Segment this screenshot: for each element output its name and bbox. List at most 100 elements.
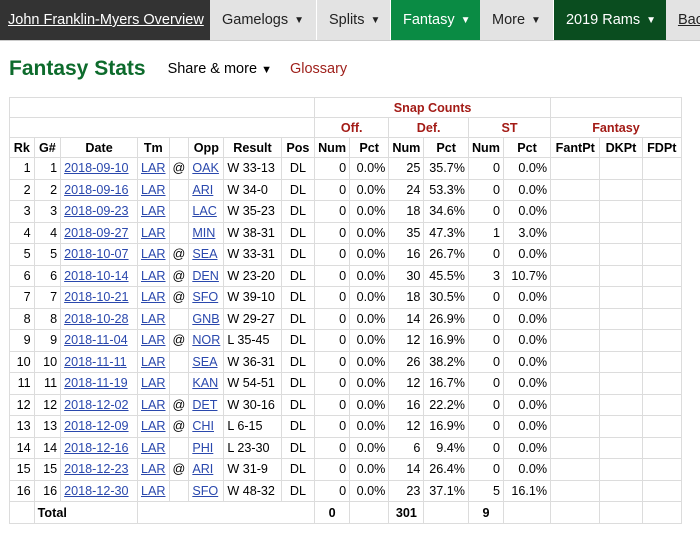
cell-date-link[interactable]: 2018-12-30 [64,483,129,498]
cell-at: @ [168,329,190,352]
table-row: 9 9 2018-11-04 LAR @ NOR L 35-45 DL 0 0.0% 12 16.9%… [9,329,683,352]
cell-st-num: 0 [467,200,504,223]
nav-more[interactable]: More ▼ [480,0,554,40]
cell-st-num: 0 [467,458,504,481]
cell-fdpt [641,157,683,180]
cell-team-link[interactable]: LAR [141,483,166,498]
nav-team[interactable]: 2019 Rams ▼ [553,0,666,40]
cell-date: 2018-09-27 [60,221,139,244]
cell-fantpt [550,264,601,287]
cell-date-link[interactable]: 2018-09-27 [64,225,129,240]
header-def-num[interactable]: Num [388,137,425,158]
cell-opp-link[interactable]: SEA [192,247,218,262]
header-off-num[interactable]: Num [314,137,351,158]
cell-date-link[interactable]: 2018-10-14 [64,268,129,283]
header-date[interactable]: Date [60,137,139,158]
cell-opp-link[interactable]: DEN [192,268,219,283]
header-pos[interactable]: Pos [280,137,316,158]
cell-st-num: 0 [467,415,504,438]
cell-team-link[interactable]: LAR [141,204,166,219]
nav-back[interactable]: Bac [665,0,700,40]
header-dkpt[interactable]: DKPt [599,137,643,158]
cell-st-num: 0 [467,372,504,395]
cell-opp-link[interactable]: KAN [192,376,219,391]
nav-player-overview[interactable]: John Franklin-Myers Overview [0,0,210,40]
header-off-pct[interactable]: Pct [349,137,390,158]
cell-team-link[interactable]: LAR [141,440,166,455]
cell-opp-link[interactable]: SEA [192,354,218,369]
cell-date-link[interactable]: 2018-12-23 [64,462,129,477]
cell-date-link[interactable]: 2018-12-02 [64,397,129,412]
cell-team-link[interactable]: LAR [141,161,166,176]
table-row: 14 14 2018-12-16 LAR PHI L 23-30 DL 0 0.0% 6 9.4% 0… [9,436,683,459]
cell-team-link[interactable]: LAR [141,397,166,412]
cell-team-link[interactable]: LAR [141,354,166,369]
header-st-num[interactable]: Num [467,137,504,158]
cell-date-link[interactable]: 2018-12-09 [64,419,129,434]
cell-opp-link[interactable]: CHI [192,419,215,434]
cell-team-link[interactable]: LAR [141,376,166,391]
nav-splits[interactable]: Splits ▼ [317,0,391,40]
cell-off-pct: 0.0% [349,286,390,309]
cell-date-link[interactable]: 2018-11-04 [64,333,128,348]
nav-fantasy[interactable]: Fantasy ▼ [391,0,480,40]
share-more-button[interactable]: Share & more ▼ [168,61,272,77]
cell-team: LAR [137,243,170,266]
cell-opp-link[interactable]: SFO [192,483,219,498]
cell-opp-link[interactable]: NOR [192,333,221,348]
cell-opp-link[interactable]: ARI [192,462,214,477]
header-fdpt[interactable]: FDPt [641,137,683,158]
cell-st-pct: 0.0% [502,436,552,459]
nav-gamelogs[interactable]: Gamelogs ▼ [210,0,317,40]
cell-opp-link[interactable]: DET [192,397,218,412]
cell-opp-link[interactable]: LAC [192,204,217,219]
cell-team-link[interactable]: LAR [141,290,166,305]
cell-team-link[interactable]: LAR [141,268,166,283]
cell-fantpt [550,200,601,223]
cell-off-pct: 0.0% [349,415,390,438]
header-st-pct[interactable]: Pct [502,137,552,158]
cell-date-link[interactable]: 2018-11-11 [64,354,127,369]
header-def-pct[interactable]: Pct [423,137,469,158]
cell-team: LAR [137,393,170,416]
cell-team-link[interactable]: LAR [141,419,166,434]
header-result[interactable]: Result [223,137,282,158]
cell-date-link[interactable]: 2018-09-23 [64,204,129,219]
cell-date-link[interactable]: 2018-12-16 [64,440,129,455]
cell-team-link[interactable]: LAR [141,311,166,326]
cell-def-num: 12 [388,372,425,395]
cell-date-link[interactable]: 2018-09-10 [64,161,129,176]
header-at[interactable] [168,137,190,158]
cell-team-link[interactable]: LAR [141,247,166,262]
cell-date-link[interactable]: 2018-10-07 [64,247,129,262]
cell-date-link[interactable]: 2018-09-16 [64,182,129,197]
cell-def-num: 6 [388,436,425,459]
cell-team-link[interactable]: LAR [141,225,166,240]
cell-st-pct: 0.0% [502,157,552,180]
cell-team-link[interactable]: LAR [141,462,166,477]
cell-pos: DL [280,372,316,395]
cell-st-pct: 0.0% [502,372,552,395]
header-fantpt[interactable]: FantPt [550,137,601,158]
header-team[interactable]: Tm [137,137,170,158]
cell-team-link[interactable]: LAR [141,333,166,348]
total-blank [137,501,316,524]
cell-opp-link[interactable]: MIN [192,225,216,240]
cell-date-link[interactable]: 2018-11-19 [64,376,128,391]
cell-opp-link[interactable]: OAK [192,161,219,176]
cell-opp-link[interactable]: PHI [192,440,214,455]
cell-team-link[interactable]: LAR [141,182,166,197]
section-title: Fantasy Stats [9,57,146,80]
glossary-link[interactable]: Glossary [289,61,348,77]
header-rk[interactable]: Rk [9,137,35,158]
cell-date-link[interactable]: 2018-10-21 [64,290,129,305]
header-game-num[interactable]: G# [33,137,62,158]
cell-date-link[interactable]: 2018-10-28 [64,311,129,326]
cell-st-num: 0 [467,286,504,309]
cell-opp-link[interactable]: GNB [192,311,220,326]
header-opp[interactable]: Opp [188,137,225,158]
cell-def-pct: 45.5% [423,264,469,287]
cell-opp-link[interactable]: SFO [192,290,219,305]
top-nav: John Franklin-Myers Overview Gamelogs ▼ S… [0,0,700,41]
cell-opp-link[interactable]: ARI [192,182,214,197]
